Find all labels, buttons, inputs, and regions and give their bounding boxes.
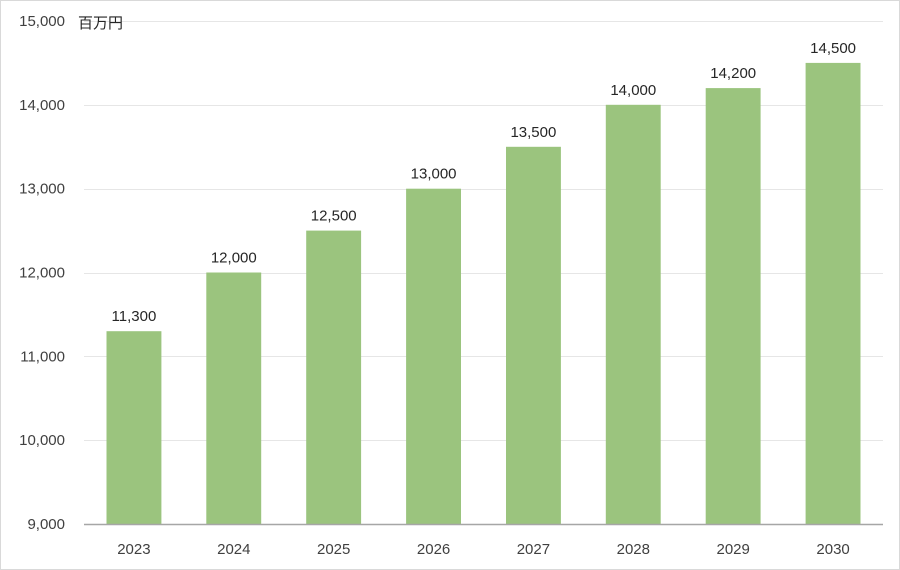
data-label-2027: 13,500 xyxy=(510,124,556,141)
unit-label: 百万円 xyxy=(78,14,123,32)
x-axis-tick-labels: 2023 2024 2025 2026 2027 2028 2029 2030 xyxy=(117,541,850,558)
y-tick-label-11000: 11,000 xyxy=(20,348,65,365)
y-tick-label-14000: 14,000 xyxy=(19,97,65,114)
data-label-2026: 13,000 xyxy=(411,166,457,183)
bar-2028 xyxy=(605,104,661,525)
x-tick-label-2028: 2028 xyxy=(617,541,650,558)
bars xyxy=(106,62,861,525)
bar-2030 xyxy=(805,62,861,525)
gridlines xyxy=(84,21,883,441)
y-tick-label-12000: 12,000 xyxy=(19,265,65,282)
bar-2026 xyxy=(406,188,461,524)
data-label-2029: 14,200 xyxy=(710,65,756,82)
x-tick-label-2024: 2024 xyxy=(217,541,250,558)
bar-2024 xyxy=(206,272,262,524)
x-tick-label-2030: 2030 xyxy=(816,541,849,558)
y-tick-label-9000: 9,000 xyxy=(27,516,65,533)
x-tick-label-2025: 2025 xyxy=(317,541,350,558)
x-tick-label-2023: 2023 xyxy=(117,541,150,558)
x-tick-label-2026: 2026 xyxy=(417,541,450,558)
data-label-2024: 12,000 xyxy=(211,250,257,267)
data-labels: 11,300 12,000 12,500 13,000 13,500 14,000 14,2… xyxy=(112,40,857,325)
bar-2023 xyxy=(106,331,162,524)
bar-2027 xyxy=(506,146,561,525)
y-tick-label-15000: 15,000 xyxy=(19,13,65,30)
y-tick-label-13000: 13,000 xyxy=(19,181,65,198)
data-label-2028: 14,000 xyxy=(610,82,656,99)
bar-2025 xyxy=(306,230,362,524)
data-label-2023: 11,300 xyxy=(112,308,157,325)
y-axis-tick-labels: 9,000 10,000 11,000 12,000 13,000 14,000 15,00… xyxy=(19,13,65,533)
data-label-2025: 12,500 xyxy=(311,208,357,225)
bar-2029 xyxy=(705,88,761,524)
y-tick-label-10000: 10,000 xyxy=(19,432,65,449)
x-tick-label-2029: 2029 xyxy=(717,541,750,558)
data-label-2030: 14,500 xyxy=(810,40,856,57)
x-tick-label-2027: 2027 xyxy=(517,541,550,558)
